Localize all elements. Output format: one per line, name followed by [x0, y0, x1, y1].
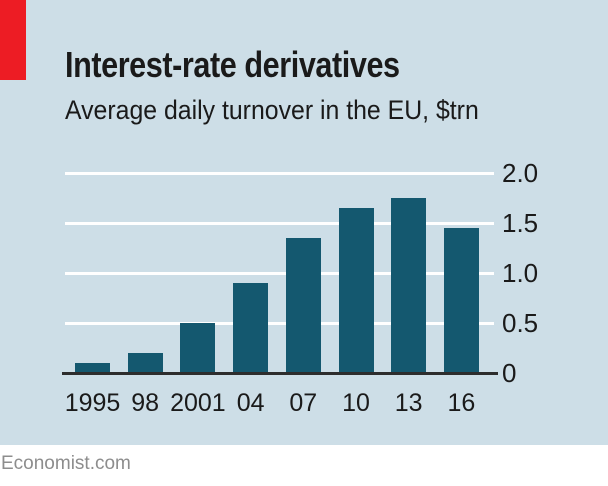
- y-tick-label: 2.0: [502, 158, 539, 188]
- bar-13: [391, 198, 427, 373]
- y-tick-label: 0: [502, 358, 517, 388]
- chart-panel: Interest-rate derivatives Average daily …: [0, 0, 608, 445]
- x-tick-label: 16: [447, 389, 476, 417]
- x-tick-label: 98: [131, 389, 160, 417]
- x-axis-line: [62, 372, 498, 375]
- chart-subtitle: Average daily turnover in the EU, $trn: [65, 95, 479, 125]
- x-tick-label: 1995: [64, 389, 121, 417]
- x-tick-label: 07: [289, 389, 318, 417]
- x-tick-label: 2001: [170, 389, 226, 417]
- bar-04: [233, 283, 269, 373]
- plot-area: [65, 171, 494, 373]
- gridline: [65, 221, 494, 225]
- x-tick-label: 04: [236, 389, 265, 417]
- y-tick-label: 1.5: [502, 208, 539, 238]
- bar-1995: [75, 363, 110, 373]
- economist-brand-mark: [0, 0, 26, 80]
- bar-98: [127, 353, 163, 373]
- gridline: [65, 171, 494, 175]
- y-tick-label: 0.5: [502, 308, 539, 338]
- x-tick-label: 10: [342, 389, 370, 417]
- bar-07: [285, 238, 321, 373]
- bar-2001: [180, 323, 216, 373]
- x-tick-label: 13: [394, 389, 423, 417]
- bar-16: [443, 228, 479, 373]
- bar-10: [338, 208, 374, 373]
- source-attribution: Economist.com: [1, 453, 131, 474]
- y-tick-label: 1.0: [502, 258, 539, 288]
- chart-title: Interest-rate derivatives: [65, 44, 400, 85]
- gridline: [65, 321, 494, 325]
- gridline: [65, 271, 494, 275]
